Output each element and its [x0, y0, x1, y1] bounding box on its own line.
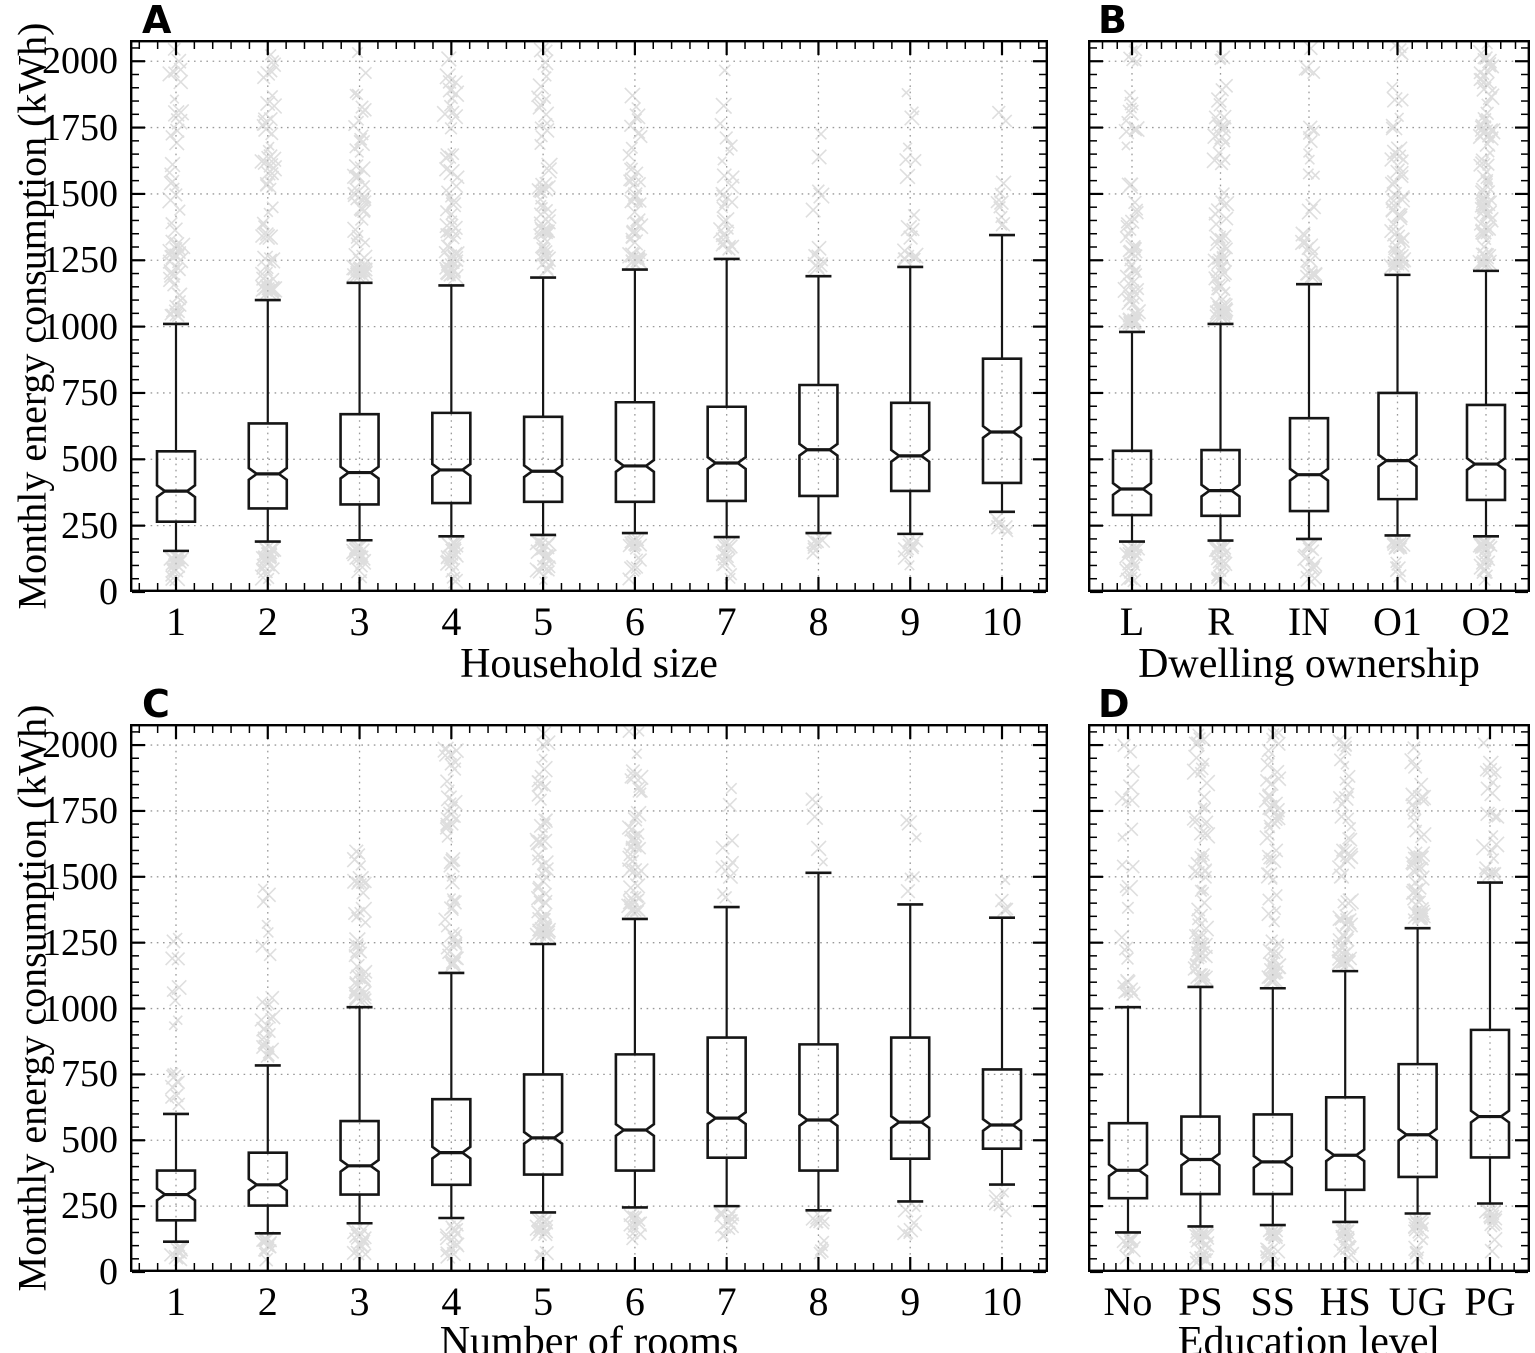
- x-tick-label: PS: [1178, 1279, 1223, 1324]
- y-tick-label: 2000: [42, 40, 118, 83]
- y-tick-label: 500: [61, 1119, 118, 1162]
- x-tick-label: 5: [533, 599, 554, 644]
- x-tick-label: 10: [982, 599, 1022, 644]
- x-tick-label: 10: [982, 1279, 1022, 1324]
- y-tick-label: 2000: [42, 724, 118, 767]
- panel-letter-d: D: [1098, 682, 1130, 726]
- y-tick-label: 750: [61, 1053, 118, 1096]
- x-tick-label: PG: [1464, 1279, 1516, 1324]
- x-axis-label-b: Dwelling ownership: [1138, 641, 1480, 687]
- y-tick-label: 1000: [42, 987, 118, 1030]
- x-tick-label: 2: [257, 1279, 278, 1324]
- boxplot-panel-b: [1088, 40, 1531, 594]
- x-axis-label-d: Education level: [1177, 1319, 1441, 1353]
- x-tick-label: 6: [624, 1279, 645, 1324]
- x-tick-label: 9: [900, 599, 921, 644]
- x-tick-label: 3: [349, 599, 370, 644]
- x-tick-label: 6: [624, 599, 645, 644]
- x-tick-label: 5: [533, 1279, 554, 1324]
- x-tick-label: O2: [1461, 599, 1511, 644]
- x-tick-label: 9: [900, 1279, 921, 1324]
- y-tick-label: 1000: [42, 305, 118, 348]
- x-tick-label: UG: [1388, 1279, 1447, 1324]
- x-tick-label: 4: [441, 599, 462, 644]
- x-tick-label: 4: [441, 1279, 462, 1324]
- y-tick-label: 250: [61, 1185, 118, 1228]
- y-tick-label: 0: [99, 571, 118, 613]
- x-axis-label-c: Number of rooms: [439, 1319, 739, 1353]
- x-tick-label: 8: [808, 1279, 829, 1324]
- panel-letter-b: B: [1098, 0, 1127, 42]
- boxplot-panel-c: [130, 724, 1048, 1274]
- x-tick-label: 7: [716, 599, 737, 644]
- panel-letter-a: A: [142, 0, 172, 42]
- y-tick-label: 1500: [42, 855, 118, 898]
- y-tick-label: 1750: [42, 106, 118, 149]
- y-tick-label: 250: [61, 504, 118, 547]
- x-tick-label: 7: [716, 1279, 737, 1324]
- x-tick-label: 1: [166, 599, 186, 644]
- y-tick-label: 1250: [42, 921, 118, 964]
- x-tick-label: 1: [166, 1279, 186, 1324]
- x-tick-label: O1: [1373, 599, 1422, 644]
- boxplot-panel-d: [1088, 724, 1531, 1274]
- x-tick-label: 8: [808, 599, 829, 644]
- y-tick-label: 1750: [42, 789, 118, 832]
- x-tick-label: 3: [349, 1279, 370, 1324]
- x-tick-label: No: [1103, 1279, 1153, 1324]
- y-tick-label: 1250: [42, 239, 118, 282]
- x-tick-label: R: [1207, 599, 1234, 644]
- x-tick-label: 2: [257, 599, 278, 644]
- boxplot-panel-a: [130, 40, 1048, 594]
- y-tick-label: 500: [61, 438, 118, 481]
- x-tick-label: HS: [1319, 1279, 1371, 1324]
- y-tick-label: 0: [99, 1251, 118, 1293]
- x-tick-label: IN: [1287, 599, 1331, 644]
- x-tick-label: L: [1119, 599, 1145, 644]
- x-tick-label: SS: [1250, 1279, 1296, 1324]
- y-tick-label: 1500: [42, 172, 118, 215]
- x-axis-label-a: Household size: [460, 641, 718, 687]
- y-tick-label: 750: [61, 371, 118, 414]
- panel-letter-c: C: [142, 682, 170, 726]
